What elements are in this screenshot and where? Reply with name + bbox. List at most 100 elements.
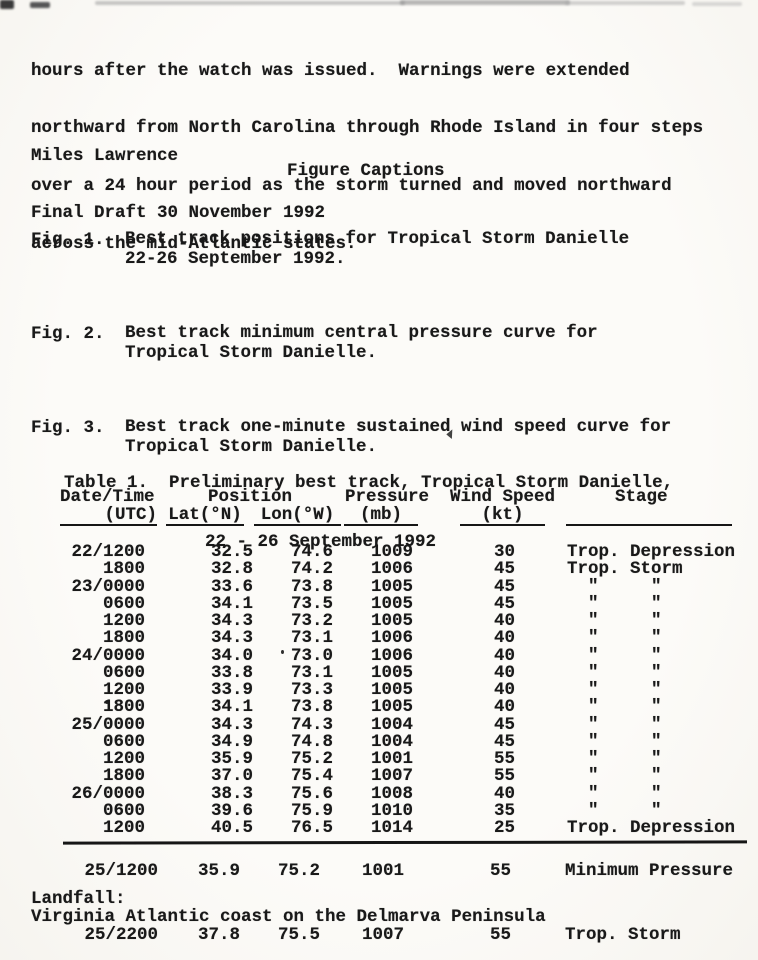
cell-stage: " ": [567, 680, 662, 700]
cell-lon: 75.2: [290, 749, 333, 769]
cell-pressure: 1009: [370, 542, 413, 562]
scan-smudge: [565, 1, 685, 5]
cell-stage: " ": [567, 662, 662, 683]
cell-pressure: 1001: [370, 749, 413, 769]
figure-text-line: Best track positions for Tropical Storm …: [125, 229, 630, 249]
figure-caption-1: Fig. 1. Best track positions for Tropica…: [31, 229, 671, 269]
cell-wind: 40: [493, 645, 515, 666]
cell-lat: 33.6: [210, 576, 253, 597]
header-pressure: Pressure: [345, 487, 430, 507]
figure-text-line: Best track minimum central pressure curv…: [125, 323, 598, 343]
scan-smudge: [95, 1, 405, 5]
cell-stage: " ": [567, 576, 662, 597]
cell-stage: " ": [567, 628, 662, 649]
table-row: 1800 37.0 75.4 1007 55 " ": [33, 766, 735, 787]
cell-date: 24/0000: [71, 645, 145, 666]
cell-lon: 76.5: [290, 818, 333, 838]
cell-pressure: 1014: [370, 818, 413, 838]
landfall-row: 25/2200 37.8 75.5 1007 55 Trop. Storm: [33, 925, 681, 945]
figure-label: Fig. 1.: [31, 230, 105, 250]
cell-pressure: 1006: [370, 559, 413, 580]
table-caption: Table 1. Preliminary best track, Tropica…: [64, 435, 673, 591]
table-row: 0600 34.1 73.5 1005 45 " ": [33, 593, 735, 614]
table-caption-line: Table 1. Preliminary best track, Tropica…: [64, 473, 674, 493]
summary-row-minimum-pressure: 25/1200 35.9 75.2 1001 55 Minimum Pressu…: [33, 862, 733, 880]
cell-pressure: 1005: [370, 697, 413, 718]
figure-text: Best track minimum central pressure curv…: [125, 323, 598, 363]
cell-lat: 34.1: [210, 593, 253, 614]
figure-captions-list: Fig. 1. Best track positions for Tropica…: [31, 190, 671, 512]
header-mb: (mb): [344, 505, 418, 526]
paragraph-line: northward from North Carolina through Rh…: [31, 118, 704, 139]
header-date-time: Date/Time: [60, 487, 155, 507]
cell-lat: 33.8: [210, 662, 253, 683]
cell-stage: " ": [567, 766, 662, 787]
cell-date: 25/1200: [84, 861, 158, 881]
cell-date: 1200: [102, 749, 145, 769]
header-lat: Lat(°N): [166, 505, 244, 526]
table-caption-line: 22 - 26 September 1992: [205, 531, 437, 552]
cell-stage: " ": [567, 714, 662, 735]
cell-lat: 34.3: [210, 611, 253, 631]
cell-wind: 30: [493, 542, 515, 562]
cell-lat: 32.5: [210, 542, 253, 562]
cell-lat: 37.0: [210, 766, 253, 787]
cell-date: 25/0000: [71, 714, 145, 735]
table-row: 0600 39.6 75.9 1010 35 " ": [33, 800, 735, 821]
cell-lon: 73.2: [290, 611, 333, 631]
cell-stage: " ": [567, 645, 662, 666]
table-row: 25/0000 34.3 74.3 1004 45 " ": [33, 714, 735, 735]
cell-lon: 74.3: [290, 714, 333, 735]
cell-date: 1800: [102, 766, 145, 787]
cell-date: 22/1200: [71, 542, 145, 562]
table-row: 1800 34.3 73.1 1006 40 " ": [33, 628, 735, 649]
cell-pressure: 1001: [361, 861, 404, 881]
cell-stage: " ": [567, 783, 662, 804]
cell-stage: " ": [567, 697, 662, 718]
cell-lon: 73.0: [290, 645, 333, 666]
cell-date: 0600: [102, 593, 145, 614]
cell-lat: 38.3: [210, 783, 253, 804]
cell-pressure: 1006: [370, 645, 413, 666]
cell-date: 26/0000: [71, 783, 145, 804]
paragraph-line: hours after the watch was issued. Warnin…: [31, 60, 630, 81]
cell-lat: 34.3: [210, 714, 253, 735]
header-wind-speed: Wind Speed: [450, 487, 556, 507]
cell-lon: 73.1: [290, 662, 333, 683]
cell-pressure: 1006: [370, 628, 413, 649]
cell-lat: 34.1: [210, 697, 253, 718]
cell-stage: " ": [567, 611, 662, 631]
cell-lon: 74.2: [290, 559, 333, 580]
intro-paragraph: hours after the watch was issued. Warnin…: [31, 23, 703, 293]
cell-stage: Trop. Storm: [565, 925, 681, 945]
table-row: 1200 33.9 73.3 1005 40 " ": [33, 680, 735, 700]
cell-stage: " ": [567, 593, 662, 614]
cell-date: 23/0000: [71, 576, 145, 597]
cell-pressure: 1005: [370, 593, 413, 614]
cell-wind: 45: [493, 731, 515, 752]
cell-wind: 45: [493, 576, 515, 597]
cell-date: 1800: [102, 628, 145, 649]
figure-text-line: Tropical Storm Danielle.: [125, 342, 378, 363]
table-row: 1200 35.9 75.2 1001 55 " ": [33, 749, 735, 769]
figure-label: Fig. 3.: [31, 418, 105, 438]
cell-pressure: 1007: [370, 766, 413, 787]
figure-caption-2: Fig. 2. Best track minimum central press…: [31, 323, 671, 363]
cell-lat: 33.9: [210, 680, 253, 700]
cell-pressure: 1004: [370, 714, 413, 735]
cell-lon: 75.4: [290, 766, 333, 787]
cell-wind: 45: [493, 559, 515, 580]
header-stage: Stage: [615, 487, 668, 507]
cell-wind: 45: [493, 593, 515, 614]
cell-pressure: 1005: [370, 662, 413, 683]
scan-smudge: [692, 2, 742, 6]
scan-speck: [105, 700, 109, 704]
cell-stage: " ": [567, 749, 662, 769]
cell-lat: 39.6: [210, 800, 253, 821]
cell-date: 1200: [102, 680, 145, 700]
figure-text: Best track one-minute sustained wind spe…: [125, 417, 671, 457]
figure-text-line: 22-26 September 1992.: [125, 248, 346, 269]
cell-lon: 73.1: [290, 628, 333, 649]
header-position: Position: [208, 487, 293, 507]
cell-lon: 75.6: [290, 783, 333, 804]
